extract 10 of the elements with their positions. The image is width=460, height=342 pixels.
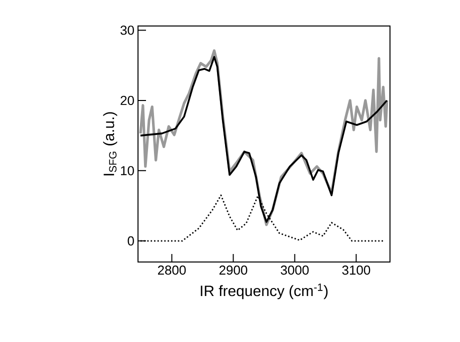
y-tick-label: 20 [120,96,134,106]
x-tick-label: 2900 [219,266,248,275]
x-tick-label: 3100 [342,266,370,275]
x-axis-title: IR frequency (cm$^{-1}$) [200,284,328,300]
y-tick-label: 30 [120,26,134,35]
y-tick-label: 0 [128,236,134,246]
y-tick-label: 10 [121,166,134,176]
x-tick-label: 3000 [280,266,309,275]
y-axis-title: I$_{SFG}$ (a.u.) [103,112,118,176]
x-tick-label: 2800 [158,266,186,275]
